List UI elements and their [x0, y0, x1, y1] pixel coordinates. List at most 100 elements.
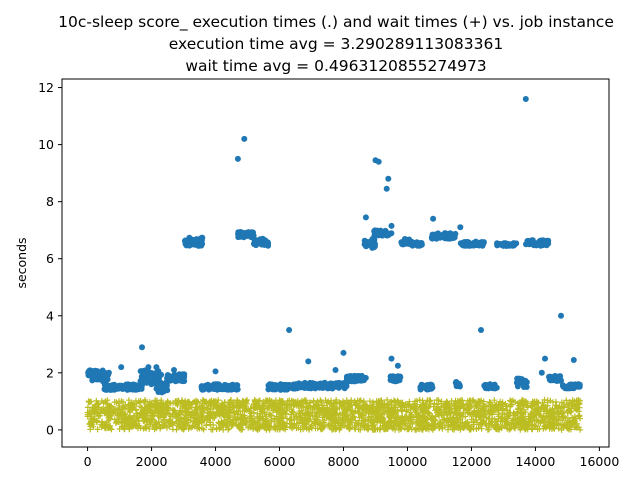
wait-times-series [84, 396, 584, 433]
wait-time-point [190, 418, 197, 425]
execution-time-point [266, 381, 273, 388]
wait-time-point [254, 413, 261, 420]
wait-time-point [498, 424, 505, 431]
execution-time-point [256, 240, 263, 247]
wait-time-point [524, 400, 531, 407]
wait-time-point [517, 426, 524, 433]
wait-time-point [356, 410, 363, 417]
wait-time-point [430, 414, 437, 421]
execution-time-outlier [385, 175, 392, 182]
wait-time-point [199, 419, 205, 425]
execution-time-outlier [430, 215, 437, 222]
wait-time-point [533, 422, 539, 429]
wait-time-point [478, 415, 484, 421]
execution-time-outlier [234, 155, 241, 162]
wait-time-point [378, 397, 385, 404]
execution-time-point [524, 240, 531, 247]
wait-time-point [180, 403, 186, 410]
wait-time-point [221, 417, 228, 424]
wait-time-point [259, 422, 266, 429]
execution-time-point [312, 382, 319, 388]
wait-time-point [243, 418, 250, 425]
wait-time-point [521, 424, 528, 431]
execution-time-outlier [457, 224, 464, 231]
wait-time-point [500, 406, 506, 413]
wait-time-point [531, 417, 538, 424]
wait-time-point [445, 422, 452, 429]
wait-time-point [473, 426, 480, 432]
wait-time-point [397, 400, 404, 407]
wait-time-point [465, 422, 472, 429]
execution-time-point [453, 379, 460, 385]
wait-time-point [104, 401, 111, 408]
wait-time-point [89, 404, 96, 411]
wait-time-point [405, 402, 412, 409]
wait-time-point [403, 413, 410, 420]
wait-time-point [94, 426, 101, 433]
wait-time-point [319, 402, 326, 409]
wait-time-point [99, 406, 106, 412]
wait-time-point [126, 413, 133, 420]
wait-time-point [394, 397, 401, 404]
wait-time-point [265, 402, 272, 409]
wait-time-point [243, 422, 249, 428]
wait-time-point [91, 416, 98, 423]
chart-title-line-2: execution time avg = 3.290289113083361 [169, 35, 503, 53]
wait-time-point [104, 409, 111, 416]
execution-time-point [197, 235, 204, 242]
wait-time-point [470, 410, 477, 417]
wait-time-point [107, 425, 114, 432]
wait-time-point [277, 411, 284, 418]
x-tick-label: 0 [84, 454, 92, 469]
wait-time-point [243, 407, 250, 414]
execution-time-point [402, 238, 409, 245]
wait-time-point [534, 426, 541, 433]
execution-time-point [141, 372, 148, 379]
wait-time-point [264, 423, 271, 430]
execution-time-point [341, 385, 348, 392]
wait-time-point [169, 426, 176, 433]
wait-time-point [200, 398, 207, 404]
wait-time-point [418, 420, 425, 426]
execution-time-point [138, 385, 145, 392]
wait-time-point [164, 398, 171, 405]
wait-time-point [109, 410, 116, 417]
wait-time-point [213, 426, 220, 433]
wait-time-point [218, 407, 225, 414]
wait-time-point [475, 409, 482, 416]
y-tick-label: 12 [38, 80, 54, 95]
wait-time-point [483, 414, 490, 421]
execution-time-point [410, 240, 417, 247]
wait-time-point [220, 422, 227, 429]
wait-time-point [415, 412, 422, 419]
wait-time-point [531, 400, 538, 407]
wait-time-point [479, 408, 486, 415]
wait-time-point [92, 408, 99, 415]
wait-time-point [457, 420, 464, 426]
wait-time-point [239, 415, 246, 422]
wait-time-point [290, 422, 297, 429]
wait-time-point [442, 400, 449, 407]
wait-time-point [160, 417, 167, 424]
wait-time-point [163, 424, 170, 431]
wait-time-point [234, 397, 241, 404]
wait-time-point [116, 426, 123, 432]
wait-time-point [443, 418, 450, 425]
x-axis: 0 2000 4000 6000 8000 10000 12000 14000 16000 [84, 447, 619, 469]
wait-time-point [380, 416, 387, 423]
plot-area [84, 96, 584, 433]
wait-time-point [482, 411, 488, 418]
execution-time-point [154, 369, 161, 375]
wait-time-point [391, 417, 398, 424]
wait-time-point [254, 402, 261, 409]
wait-time-point [220, 402, 227, 409]
wait-time-point [513, 420, 520, 427]
x-tick-label: 6000 [264, 454, 296, 469]
wait-time-point [154, 409, 161, 416]
wait-time-point [309, 412, 316, 419]
execution-time-point [547, 377, 554, 384]
wait-time-point [155, 405, 162, 412]
wait-time-point [87, 420, 94, 426]
execution-time-point [143, 379, 150, 386]
wait-time-point [225, 426, 232, 433]
